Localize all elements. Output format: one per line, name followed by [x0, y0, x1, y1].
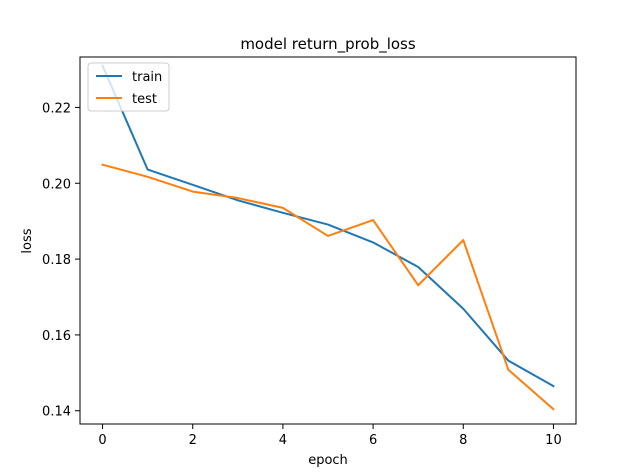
series-line-train: [101, 64, 555, 388]
y-tick-label: 0.18: [42, 253, 71, 268]
y-tick-label: 0.22: [42, 101, 71, 116]
chart-title: model return_prob_loss: [240, 35, 416, 54]
x-axis: 0 2 4 6 8 10: [98, 424, 562, 448]
legend-label-test: test: [132, 92, 157, 107]
x-tick-label: 2: [189, 433, 197, 448]
legend-label-train: train: [132, 70, 162, 85]
plot-area: [101, 64, 555, 411]
x-tick-label: 10: [545, 433, 562, 448]
y-axis-label: loss: [20, 228, 35, 253]
y-tick-label: 0.14: [42, 405, 71, 420]
series-line-test: [101, 163, 555, 411]
y-axis: 0.14 0.16 0.18 0.20 0.22: [42, 101, 80, 420]
x-tick-label: 0: [98, 433, 106, 448]
legend: train test: [87, 62, 170, 112]
y-tick-label: 0.20: [42, 177, 71, 192]
x-tick-label: 6: [369, 433, 377, 448]
x-tick-label: 4: [279, 433, 287, 448]
x-tick-label: 8: [459, 433, 467, 448]
y-tick-label: 0.16: [42, 329, 71, 344]
x-axis-label: epoch: [308, 453, 348, 468]
plot-frame: [79, 56, 577, 425]
